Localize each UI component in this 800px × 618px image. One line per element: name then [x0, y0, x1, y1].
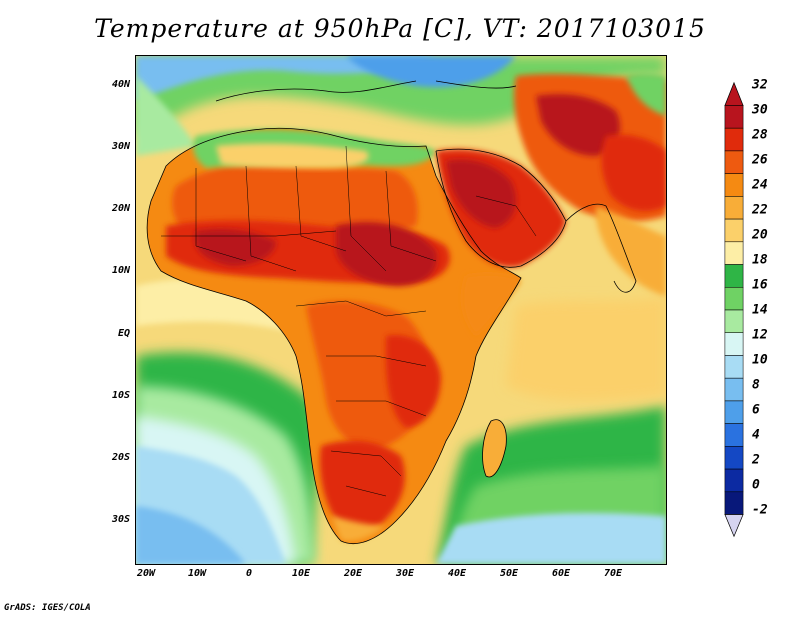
grads-credit: GrADS: IGES/COLA — [4, 603, 91, 613]
colorbar-label: 14 — [752, 302, 768, 318]
lon-label-50e: 50E — [499, 568, 519, 579]
colorbar — [724, 81, 744, 538]
iran-hot — [536, 94, 620, 156]
colorbar-box — [724, 241, 744, 265]
chart-title: Temperature at 950hPa [C], VT: 201710301… — [94, 14, 706, 43]
colorbar-label: 26 — [752, 152, 768, 168]
lat-label-20s: 20S — [111, 452, 130, 463]
lon-label-70e: 70E — [603, 568, 623, 579]
lat-label-10s: 10S — [111, 390, 130, 401]
colorbar-box — [724, 400, 744, 424]
lon-label-0: 0 — [245, 568, 253, 579]
colorbar-box — [724, 423, 744, 447]
arabia-hottest — [446, 159, 516, 228]
colorbar-boxes — [724, 105, 744, 515]
lon-label-20w: 20W — [136, 568, 156, 579]
colorbar-label: 4 — [752, 427, 760, 443]
europe-cold — [346, 56, 516, 88]
colorbar-label: 28 — [752, 127, 768, 143]
sudan-hottest — [336, 222, 437, 286]
colorbar-label: 8 — [752, 377, 760, 393]
east-africa-hot — [385, 335, 441, 428]
atlantic-cool — [136, 76, 196, 156]
colorbar-label: 12 — [752, 327, 768, 343]
colorbar-box — [724, 491, 744, 515]
colorbar-label: 32 — [752, 77, 768, 93]
southern-africa-hot — [319, 440, 405, 530]
pakistan-hot — [601, 134, 666, 212]
lat-label-eq: EQ — [117, 328, 130, 339]
colorbar-top-triangle — [724, 81, 744, 106]
arabian-sea-warm — [506, 296, 666, 401]
south-atlantic-blue — [136, 506, 246, 564]
colorbar-label: 2 — [752, 452, 760, 468]
colorbar-label: 18 — [752, 252, 768, 268]
madagascar — [482, 419, 507, 477]
lon-label-30e: 30E — [395, 568, 415, 579]
colorbar-box — [724, 309, 744, 333]
colorbar-label: 30 — [752, 102, 768, 118]
colorbar-box — [724, 218, 744, 243]
lon-label-10e: 10E — [291, 568, 311, 579]
colorbar-box — [724, 264, 744, 288]
lat-label-40n: 40N — [111, 79, 130, 90]
india-mild — [595, 206, 666, 296]
colorbar-label: 22 — [752, 202, 768, 218]
horn-africa — [462, 273, 521, 336]
colorbar-box — [724, 196, 744, 220]
colorbar-box — [724, 173, 744, 197]
colorbar-label: 20 — [752, 227, 768, 243]
north-africa-inland-mild — [216, 143, 369, 168]
colorbar-label: -2 — [752, 502, 768, 518]
colorbar-box — [724, 287, 744, 311]
west-sahel-hottest — [195, 229, 276, 266]
colorbar-label: 0 — [752, 477, 760, 493]
colorbar-bottom-triangle — [724, 514, 744, 538]
temperature-field — [136, 56, 666, 564]
lon-label-40e: 40E — [447, 568, 467, 579]
colorbar-box — [724, 355, 744, 379]
lon-label-20e: 20E — [343, 568, 363, 579]
coastlines — [146, 80, 637, 545]
colorbar-label: 24 — [752, 177, 768, 193]
colorbar-box — [724, 127, 744, 152]
indian-ocean-blue — [436, 513, 666, 564]
colorbar-box — [724, 446, 744, 470]
colorbar-label: 10 — [752, 352, 768, 368]
colorbar-box — [724, 332, 744, 356]
central-asia-cool — [626, 73, 666, 116]
lon-label-10w: 10W — [187, 568, 207, 579]
colorbar-box — [724, 468, 744, 493]
lat-label-10n: 10N — [111, 265, 130, 276]
colorbar-label: 16 — [752, 277, 768, 293]
colorbar-label: 6 — [752, 402, 760, 418]
lon-label-60e: 60E — [551, 568, 571, 579]
lat-label-20n: 20N — [111, 203, 130, 214]
lat-label-30s: 30S — [111, 514, 130, 525]
colorbar-box — [724, 150, 744, 174]
temperature-map — [135, 55, 667, 565]
country-borders — [161, 145, 537, 497]
colorbar-box — [724, 377, 744, 402]
lat-label-30n: 30N — [111, 141, 130, 152]
colorbar-box — [724, 105, 744, 129]
cape-mild — [331, 516, 386, 542]
